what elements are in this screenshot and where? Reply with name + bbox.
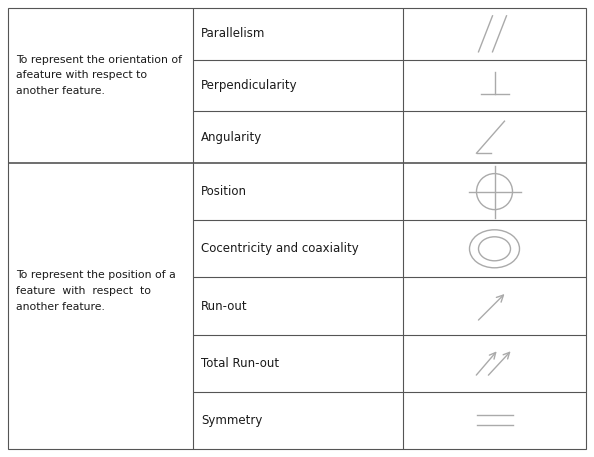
Text: Cocentricity and coaxiality: Cocentricity and coaxiality <box>201 242 359 255</box>
Text: Position: Position <box>201 185 247 198</box>
Text: Total Run-out: Total Run-out <box>201 357 279 370</box>
Text: To represent the position of a
feature  with  respect  to
another feature.: To represent the position of a feature w… <box>16 271 176 312</box>
Text: Parallelism: Parallelism <box>201 27 266 40</box>
Text: Run-out: Run-out <box>201 299 248 313</box>
Text: Angularity: Angularity <box>201 131 262 143</box>
Text: To represent the orientation of
afeature with respect to
another feature.: To represent the orientation of afeature… <box>16 55 182 96</box>
Text: Symmetry: Symmetry <box>201 414 263 427</box>
Text: Perpendicularity: Perpendicularity <box>201 79 298 92</box>
